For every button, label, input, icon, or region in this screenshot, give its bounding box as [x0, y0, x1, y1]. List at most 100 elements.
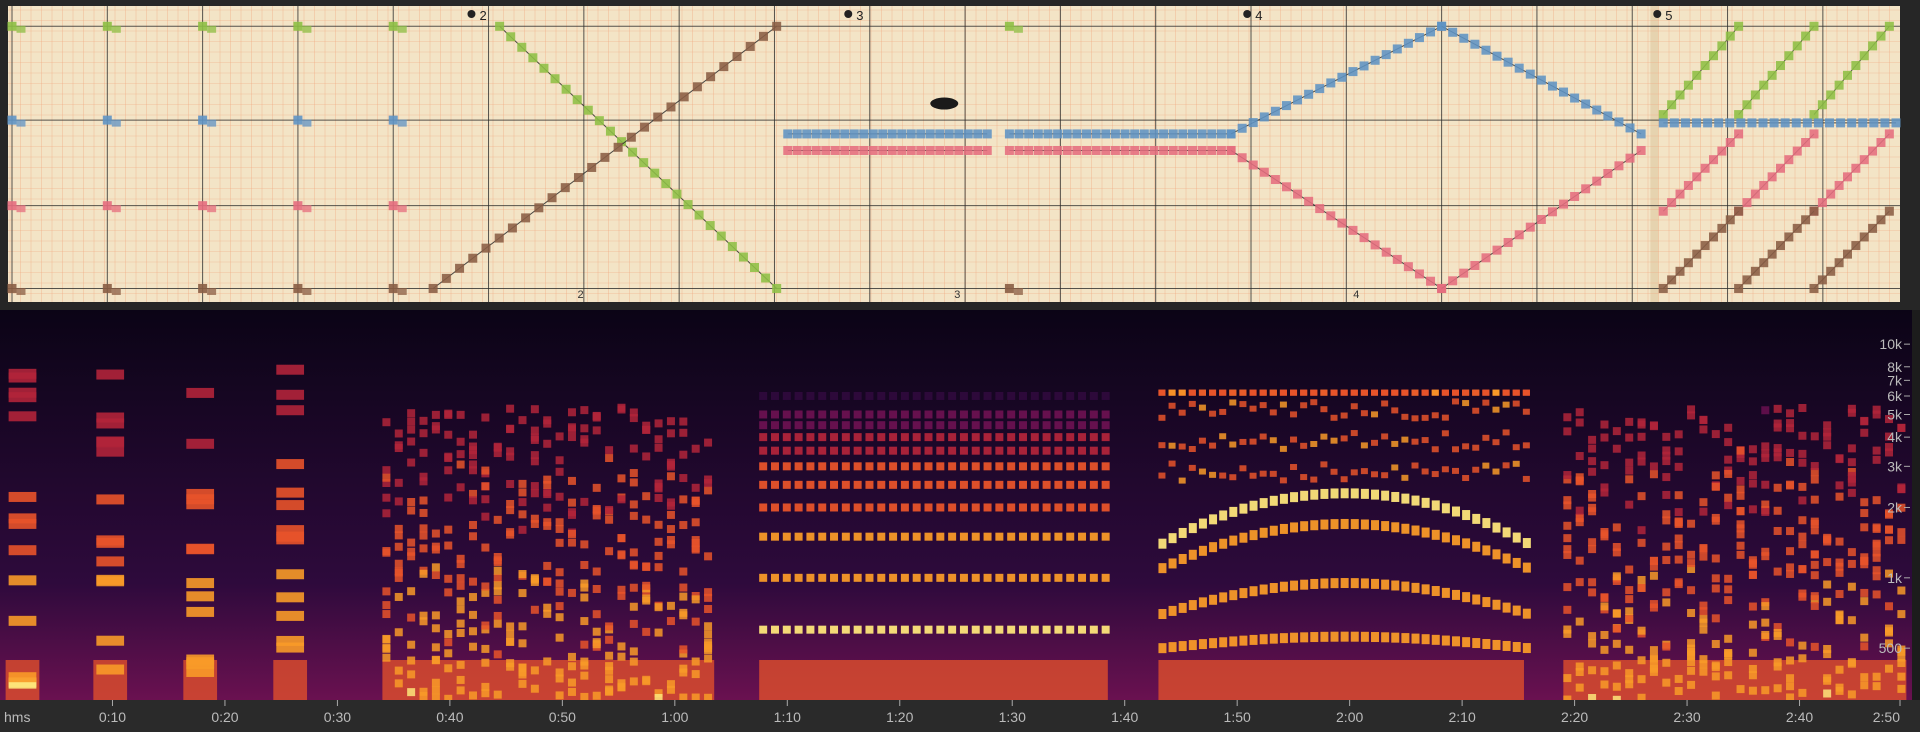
energy-blob — [642, 421, 651, 430]
energy-blob — [276, 500, 305, 511]
energy-blob — [530, 514, 539, 523]
harmonic-dash — [1198, 468, 1206, 475]
energy-blob — [96, 446, 125, 457]
energy-blob — [1687, 519, 1696, 528]
energy-blob — [1786, 547, 1795, 556]
energy-blob — [1786, 693, 1795, 702]
energy-blob — [691, 498, 700, 507]
energy-blob — [1625, 614, 1634, 623]
harmonic-dash — [1168, 389, 1176, 396]
sweep-dash — [1502, 640, 1511, 651]
note-block — [1237, 153, 1247, 163]
energy-blob — [1773, 506, 1782, 515]
sweep-dash — [1441, 587, 1450, 598]
energy-blob — [543, 475, 552, 484]
energy-blob — [469, 451, 478, 460]
energy-blob — [1600, 488, 1609, 497]
energy-blob — [1600, 667, 1609, 676]
note-block — [916, 145, 926, 155]
harmonic-dash — [1401, 436, 1409, 443]
energy-blob — [679, 592, 688, 601]
sweep-dash — [1512, 605, 1521, 616]
energy-blob — [555, 492, 564, 501]
energy-blob — [1600, 483, 1609, 492]
energy-blob — [1860, 417, 1869, 426]
harmonic-dash — [1101, 480, 1110, 489]
energy-blob — [592, 640, 601, 649]
harmonic-dash — [1018, 503, 1027, 512]
note-block — [640, 122, 650, 132]
sweep-dash — [1269, 495, 1278, 506]
note-block — [1033, 129, 1043, 139]
note-block — [1370, 240, 1380, 250]
energy-blob — [642, 515, 651, 524]
note-block — [547, 193, 557, 203]
energy-blob — [382, 509, 391, 518]
note-block — [738, 252, 748, 262]
harmonic-dash — [1350, 469, 1358, 476]
note-block — [849, 129, 859, 139]
energy-blob — [1860, 633, 1869, 642]
harmonic-dash — [1421, 468, 1429, 475]
harmonic-dash — [983, 410, 992, 419]
sweep-dash — [1259, 634, 1268, 645]
energy-blob — [1575, 476, 1584, 485]
note-block — [1826, 90, 1836, 100]
harmonic-dash — [924, 446, 933, 455]
sweep-dash — [1472, 513, 1481, 524]
note-block — [1742, 275, 1752, 285]
energy-blob — [1563, 496, 1572, 505]
frequency-tick-label: 10k — [1879, 336, 1903, 352]
harmonic-dash — [1502, 429, 1510, 436]
note-block — [1013, 25, 1023, 33]
harmonic-dash — [1209, 442, 1217, 449]
note-block — [1559, 87, 1569, 97]
sweep-dash — [1259, 527, 1268, 538]
note-block — [1884, 129, 1894, 139]
energy-blob — [481, 689, 490, 698]
harmonic-dash — [853, 532, 862, 541]
energy-blob — [1823, 432, 1832, 441]
harmonic-dash — [1078, 503, 1087, 512]
harmonic-dash — [995, 573, 1004, 582]
energy-blob — [654, 693, 663, 702]
energy-blob — [1563, 583, 1572, 592]
note-block — [1809, 21, 1819, 31]
harmonic-dash — [1178, 443, 1186, 450]
harmonic-dash — [806, 625, 815, 634]
energy-blob — [493, 611, 502, 620]
harmonic-dash — [959, 433, 968, 442]
frequency-tick-label: 6k — [1887, 388, 1903, 404]
energy-blob — [704, 622, 713, 631]
note-block — [1658, 118, 1668, 128]
note-block — [1326, 211, 1336, 221]
harmonic-dash — [853, 573, 862, 582]
harmonic-dash — [924, 433, 933, 442]
energy-blob — [704, 552, 713, 561]
energy-blob — [407, 640, 416, 649]
note-block — [1658, 206, 1668, 216]
harmonic-dash — [1522, 475, 1530, 482]
note-block — [1043, 129, 1053, 139]
note-block — [1858, 118, 1868, 128]
energy-blob — [1847, 559, 1856, 568]
energy-blob — [481, 582, 490, 591]
energy-blob — [555, 568, 564, 577]
sweep-dash — [1451, 506, 1460, 517]
sweep-dash — [1431, 500, 1440, 511]
energy-blob — [469, 520, 478, 529]
energy-blob — [493, 442, 502, 451]
harmonic-dash — [1030, 462, 1039, 471]
energy-blob — [1575, 578, 1584, 587]
energy-blob — [1711, 584, 1720, 593]
note-block — [455, 263, 465, 273]
harmonic-dash — [900, 480, 909, 489]
note-block — [617, 137, 627, 147]
energy-blob — [394, 429, 403, 438]
energy-blob — [642, 562, 651, 571]
harmonic-dash — [900, 573, 909, 582]
sweep-dash — [1472, 638, 1481, 649]
harmonic-dash — [1089, 410, 1098, 419]
harmonic-dash — [1371, 389, 1379, 396]
note-block — [1437, 283, 1447, 293]
